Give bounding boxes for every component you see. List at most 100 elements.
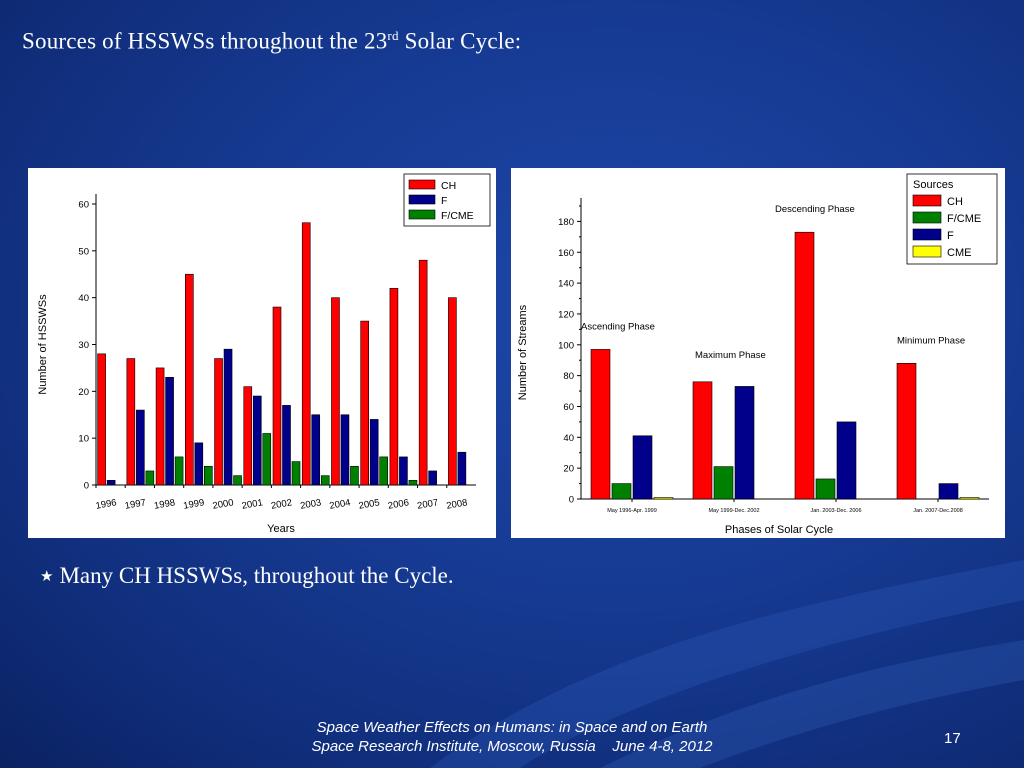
y-tick-label: 100 [558,340,574,351]
legend-label: CH [947,196,963,208]
footer-line-1: Space Weather Effects on Humans: in Spac… [316,719,708,736]
legend-label: F/CME [947,213,981,225]
bar-ch [794,231,815,500]
y-tick-label: 40 [563,433,574,444]
bar-f-cme [611,483,632,500]
y-tick-label: 40 [78,293,89,304]
legend-swatch [912,194,942,207]
bar-ch [448,297,457,486]
bar-ch [331,297,340,486]
bar-ch [126,358,136,486]
star-icon: ★ [40,567,54,585]
x-axis-label: Phases of Solar Cycle [725,524,833,536]
x-tick-label: 2006 [387,497,410,512]
bar-f-cme [204,465,213,486]
bar-f-cme [145,470,155,486]
bar-f [836,421,857,500]
x-tick-label: 2000 [212,497,235,512]
bar-f [457,451,467,486]
legend-label: F [441,195,447,207]
x-tick-label: 1997 [124,497,147,512]
y-tick-label: 10 [78,434,89,445]
bar-f [106,480,116,486]
y-tick-label: 0 [84,481,89,492]
y-tick-label: 0 [569,495,574,506]
x-tick-label: 2003 [299,497,322,512]
bar-f-cme [262,433,272,486]
legend-swatch [912,228,942,241]
footer-line-2: Space Research Institute, Moscow, Russia… [311,738,713,755]
x-tick-label: 1998 [153,497,176,512]
bar-f-cme [320,475,330,486]
page-number: 17 [944,730,961,747]
yearly-chart-panel: 0 10 20 30 40 50 60 1996 1997 1998 1999 2000 2001 200… [28,168,496,538]
bar-f [252,395,262,486]
y-tick-label: 20 [563,464,574,475]
bar-ch [243,386,253,486]
phase-annotation: Descending Phase [775,204,855,215]
phase-chart-panel: 0 20 40 60 80 100 120 140 160 180 May 1996-Apr. 19… [511,168,1005,538]
phase-streams-chart: 0 20 40 60 80 100 120 140 160 180 May 1996-Apr. 19… [517,173,998,536]
bar-ch [590,349,611,500]
bar-f [428,470,437,486]
legend-swatch [408,194,436,205]
slide-title: Sources of HSSWSs throughout the 23rd So… [22,28,522,54]
bar-f [311,414,321,486]
bar-ch [896,362,917,500]
footer: Space Weather Effects on Humans: in Spac… [0,718,1024,756]
bar-ch [360,320,369,486]
legend-swatch [408,209,436,220]
bar-ch [389,288,399,486]
bar-cme [653,497,674,500]
legend-title: Sources [913,179,954,191]
x-tick-label: 2008 [446,497,469,512]
bar-f-cme [291,461,301,486]
x-tick-label: 2004 [329,497,352,512]
y-tick-label: 60 [563,402,574,413]
bar-ch [692,381,713,500]
x-axis-label: Years [267,523,295,535]
y-tick-label: 50 [78,246,89,257]
bar-ch [155,367,165,486]
x-tick-label: Jan. 2007-Dec.2008 [913,508,963,514]
bar-cme [959,497,980,500]
x-tick-label: 2005 [358,497,381,512]
bullet-text: Many CH HSSWSs, throughout the Cycle. [59,563,454,588]
bar-ch [272,306,282,486]
bar-ch [301,222,311,486]
bar-f-cme [713,466,734,500]
bar-f-cme [350,465,359,486]
y-tick-label: 30 [78,340,89,351]
legend-swatch [912,245,942,258]
bar-f [340,414,350,486]
bar-f-cme [815,478,836,500]
bar-f [399,456,408,486]
bar-f [136,409,145,486]
x-tick-label: 2001 [241,497,264,512]
bar-ch [185,273,194,486]
phase-annotation: Ascending Phase [581,321,655,332]
bar-ch [214,358,223,486]
legend-label: F/CME [441,210,474,222]
bar-f [165,376,174,486]
legend-label: CH [441,180,456,192]
x-tick-label: 2007 [416,497,439,512]
bar-ch [418,259,428,486]
bar-f [369,419,379,486]
bullet-point: ★ Many CH HSSWSs, throughout the Cycle. [40,563,454,589]
bar-f-cme [408,480,418,486]
yearly-hsswss-chart: 0 10 20 30 40 50 60 1996 1997 1998 1999 2000 2001 200… [37,173,491,535]
bar-f [734,386,755,500]
phase-annotation: Minimum Phase [897,335,965,346]
bar-f [282,405,291,486]
y-tick-label: 160 [558,248,574,259]
bar-f [938,483,959,500]
x-tick-label: May 1999-Dec. 2002 [708,508,759,514]
bar-f [223,348,233,486]
bar-f-cme [233,475,242,486]
y-tick-label: 20 [78,387,89,398]
bar-f [632,435,653,500]
legend-label: F [947,230,954,242]
bar-f-cme [379,456,388,486]
y-tick-label: 120 [558,309,574,320]
